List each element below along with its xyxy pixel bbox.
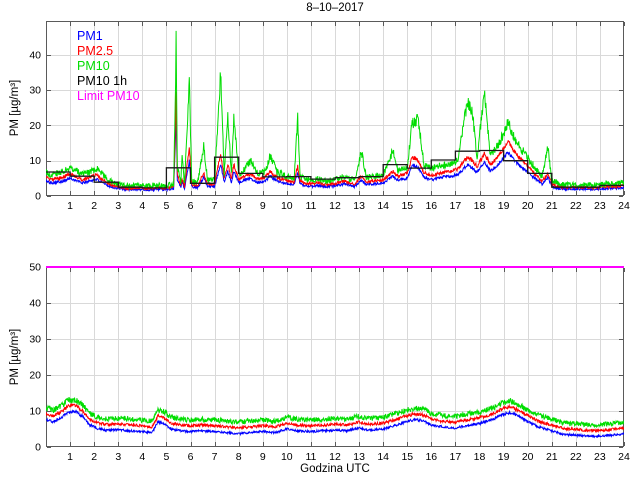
plot-frame: [46, 21, 624, 196]
x-tick-label: 3: [115, 200, 121, 212]
x-tick-label: 20: [522, 451, 534, 463]
x-tick-label: 15: [401, 451, 413, 463]
x-tick-label: 14: [377, 200, 389, 212]
bottom-plot: 1 2 3 4 5 6 7 8 9 10 11 12 13 14 15 16 17 18 19 20 21 22 23 240…: [29, 262, 630, 464]
x-tick-label: 13: [353, 200, 365, 212]
x-tick-label: 23: [594, 200, 606, 212]
x-tick-label: 10: [281, 451, 293, 463]
x-axis-label: Godzina UTC: [300, 463, 370, 475]
x-tick-label: 21: [546, 200, 558, 212]
y-tick-label: 20: [29, 120, 41, 132]
x-tick-label: 9: [260, 451, 266, 463]
legend-item-pm10-1h: PM10 1h: [77, 74, 128, 88]
series-pm10: [46, 396, 624, 429]
legend-item-pm1: PM1: [77, 29, 103, 43]
x-tick-label: 5: [163, 200, 169, 212]
y-tick-label: 0: [35, 191, 41, 203]
y-tick-labels: 0 10 20 30 40: [29, 49, 41, 202]
y-tick-label: 20: [29, 370, 41, 382]
x-tick-label: 24: [618, 451, 630, 463]
x-tick-label: 5: [163, 451, 169, 463]
x-tick-label: 24: [618, 200, 630, 212]
x-tick-label: 1: [67, 451, 73, 463]
y-axis-label-top: PM [µg/m³]: [9, 79, 21, 137]
chart-title: 8–10–2017: [306, 2, 364, 14]
legend-item-pm25: PM2.5: [77, 44, 114, 58]
x-tick-label: 22: [570, 200, 582, 212]
x-tick-labels: 1 2 3 4 5 6 7 8 9 10 11 12 13 14 15 16 17 18 19 20 21 22 23 24: [67, 451, 630, 463]
series-pm2-5: [46, 402, 624, 434]
x-tick-label: 23: [594, 451, 606, 463]
y-tick-labels: 0 10 20 30 40 50: [29, 262, 41, 454]
x-tick-label: 16: [425, 200, 437, 212]
x-tick-label: 11: [305, 451, 316, 463]
x-tick-label: 12: [329, 451, 341, 463]
y-tick-label: 40: [29, 49, 41, 61]
x-tick-label: 2: [91, 451, 97, 463]
x-tick-label: 17: [450, 200, 462, 212]
gridlines: [46, 267, 624, 447]
x-tick-labels: 1 2 3 4 5 6 7 8 9 10 11 12 13 14 15 16 17 18 19 20 21 22 23 24: [67, 200, 630, 212]
x-tick-label: 19: [498, 451, 510, 463]
x-tick-label: 7: [212, 200, 218, 212]
y-tick-label: 0: [35, 442, 41, 454]
axis-ticks: [47, 267, 625, 448]
x-tick-label: 18: [474, 200, 486, 212]
x-tick-label: 4: [139, 200, 145, 212]
x-tick-label: 8: [236, 200, 242, 212]
y-tick-label: 40: [29, 298, 41, 310]
y-tick-label: 30: [29, 334, 41, 346]
legend-item-pm10: PM10: [77, 59, 110, 73]
series-pm1: [46, 409, 624, 439]
x-tick-label: 16: [425, 451, 437, 463]
x-tick-label: 11: [305, 200, 316, 212]
legend: PM1 PM2.5 PM10 PM10 1h Limit PM10: [77, 29, 140, 104]
x-tick-label: 10: [281, 200, 293, 212]
y-tick-label: 30: [29, 85, 41, 97]
x-tick-label: 13: [353, 451, 365, 463]
y-axis-label-bottom: PM [µg/m³]: [9, 328, 21, 386]
x-tick-label: 6: [188, 451, 194, 463]
x-tick-label: 19: [498, 200, 510, 212]
x-tick-label: 15: [401, 200, 413, 212]
x-tick-label: 14: [377, 451, 389, 463]
x-tick-label: 1: [67, 200, 73, 212]
x-tick-label: 4: [139, 451, 145, 463]
x-tick-label: 9: [260, 200, 266, 212]
x-tick-label: 6: [188, 200, 194, 212]
x-tick-label: 2: [91, 200, 97, 212]
top-plot: 1 2 3 4 5 6 7 8 9 10 11 12 13 14 15 16 17 18 19 20 21 22 23 240…: [29, 21, 630, 212]
axis-ticks: [47, 22, 625, 197]
series-pm10-1h-step: [46, 149, 624, 189]
x-tick-label: 7: [212, 451, 218, 463]
y-tick-label: 10: [29, 406, 41, 418]
x-tick-label: 3: [115, 451, 121, 463]
x-tick-label: 18: [474, 451, 486, 463]
x-tick-label: 22: [570, 451, 582, 463]
x-tick-label: 17: [450, 451, 462, 463]
y-tick-label: 10: [29, 155, 41, 167]
y-tick-label: 50: [29, 262, 41, 274]
x-tick-label: 8: [236, 451, 242, 463]
legend-item-limit-pm10: Limit PM10: [77, 89, 140, 103]
x-tick-label: 20: [522, 200, 534, 212]
x-tick-label: 12: [329, 200, 341, 212]
x-tick-label: 21: [546, 451, 558, 463]
